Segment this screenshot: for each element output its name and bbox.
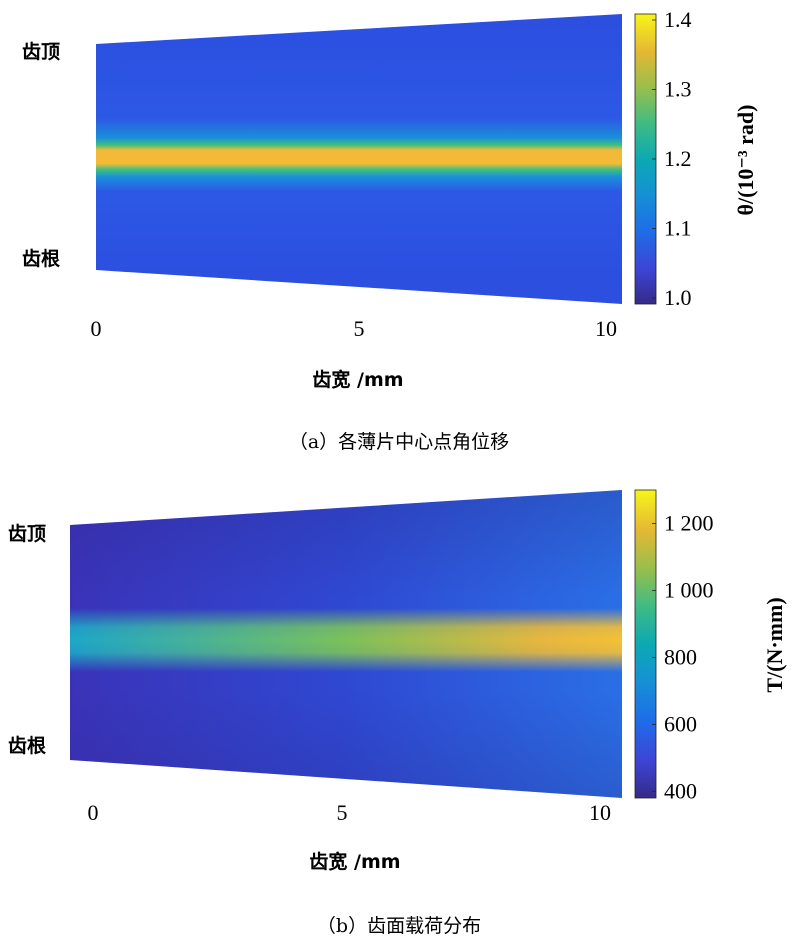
chart-a-xlabel: 齿宽 /mm xyxy=(312,368,403,391)
chart-b-xtick-5: 5 xyxy=(337,800,348,825)
chart-b-colorbar xyxy=(634,489,657,799)
colorbar-tick-label: 1 200 xyxy=(664,510,714,535)
colorbar-tick-label: 1.4 xyxy=(664,7,692,32)
chart-a: 齿顶 齿根 0 5 10 齿宽 /mm 1.0 1.1 1.2 1.3 1.4 θ/(1… xyxy=(22,7,758,453)
chart-a-colorbar-ticks: 1.0 1.1 1.2 1.3 1.4 xyxy=(652,7,692,310)
colorbar-tick-label: 1.0 xyxy=(664,285,692,310)
colorbar-tick-label: 1.1 xyxy=(664,216,692,241)
chart-a-colorbar-label: θ/(10⁻³ rad) xyxy=(733,105,758,216)
chart-a-xtick-5: 5 xyxy=(354,316,365,341)
colorbar-tick-label: 400 xyxy=(664,778,697,803)
chart-a-caption: （a）各薄片中心点角位移 xyxy=(289,431,509,453)
chart-b-xlabel: 齿宽 /mm xyxy=(309,850,400,873)
chart-a-tooth-top-label: 齿顶 xyxy=(22,41,60,63)
chart-a-tooth-root-label: 齿根 xyxy=(22,247,60,270)
chart-b-caption: （b）齿面载荷分布 xyxy=(317,915,481,937)
colorbar-tick-label: 1.3 xyxy=(664,77,692,102)
colorbar-tick-label: 1 000 xyxy=(664,577,714,602)
chart-a-heatmap-surface xyxy=(96,14,622,304)
chart-b-xtick-10: 10 xyxy=(589,800,611,825)
colorbar-tick-label: 1.2 xyxy=(664,146,692,171)
chart-b-colorbar-ticks: 400 600 800 1 000 1 200 xyxy=(652,510,714,803)
chart-b-xtick-0: 0 xyxy=(88,800,99,825)
colorbar-tick-label: 800 xyxy=(664,644,697,669)
chart-a-xtick-10: 10 xyxy=(595,316,617,341)
chart-b-tooth-top-label: 齿顶 xyxy=(8,523,46,545)
chart-a-xtick-0: 0 xyxy=(91,316,102,341)
chart-b-heatmap-shade xyxy=(70,490,622,798)
colorbar-tick-label: 600 xyxy=(664,711,697,736)
chart-b-colorbar-label: T/(N·mm) xyxy=(762,597,787,692)
chart-b-tooth-root-label: 齿根 xyxy=(8,734,46,757)
